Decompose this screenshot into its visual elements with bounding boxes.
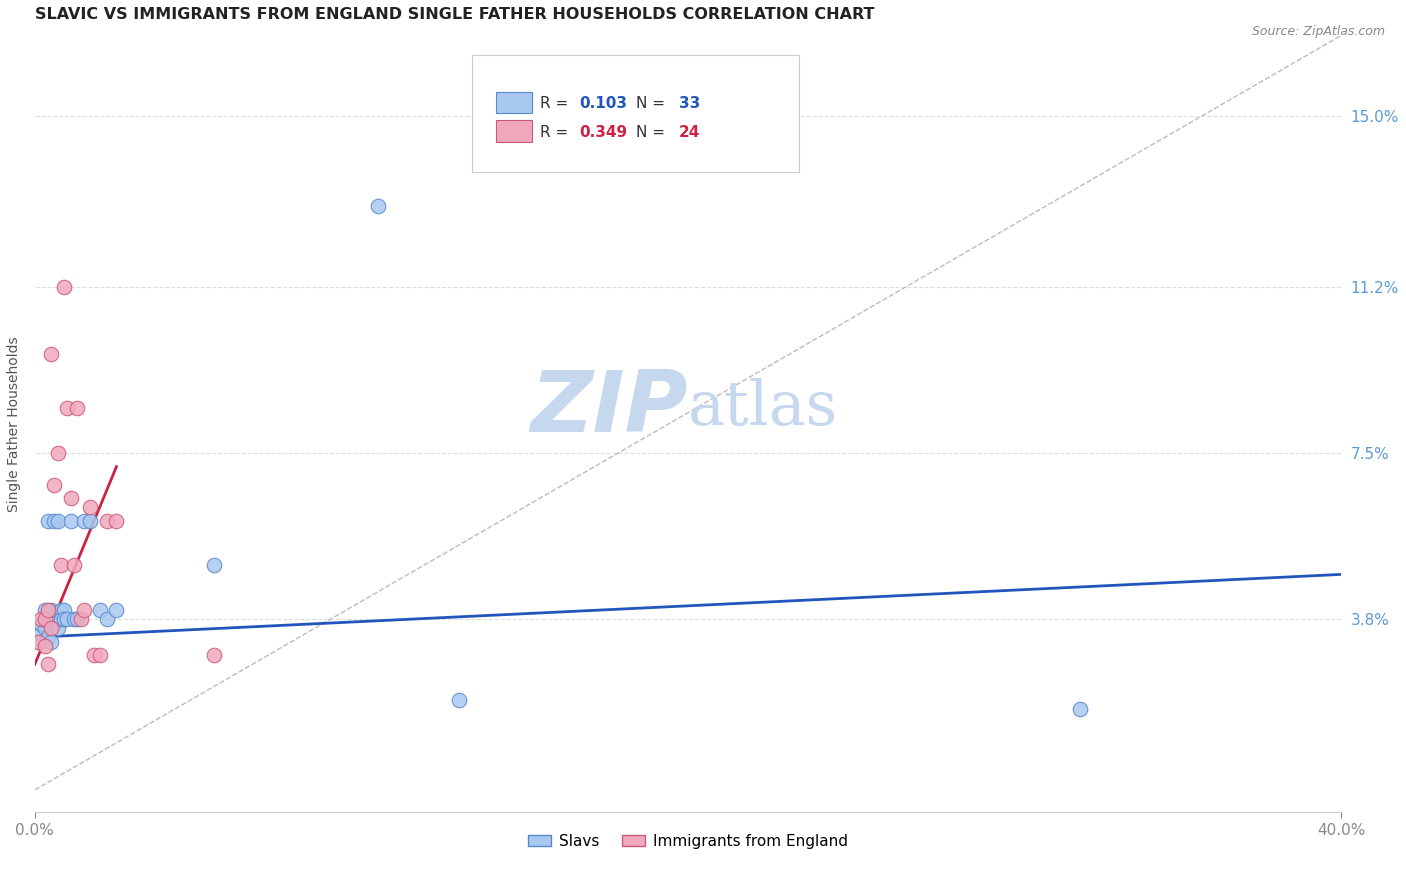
Point: [89, 603, 111, 617]
Text: 24: 24: [679, 125, 700, 140]
Point: [37, 603, 59, 617]
Text: R =: R =: [540, 95, 574, 111]
Point: [59, 491, 82, 505]
Point: [204, 648, 226, 663]
Point: [46, 514, 69, 528]
Point: [73, 603, 96, 617]
Text: atlas: atlas: [688, 378, 838, 439]
Point: [63, 612, 86, 626]
Point: [44, 477, 66, 491]
FancyBboxPatch shape: [496, 92, 533, 113]
Point: [27, 634, 49, 648]
Point: [49, 612, 72, 626]
Point: [37, 630, 59, 644]
Y-axis label: Single Father Households: Single Father Households: [7, 336, 21, 512]
Point: [39, 603, 62, 617]
Text: ZIP: ZIP: [530, 367, 688, 450]
Point: [53, 612, 76, 626]
Point: [49, 558, 72, 573]
Text: 0.349: 0.349: [579, 125, 627, 140]
Point: [1069, 702, 1091, 716]
Point: [39, 347, 62, 361]
Point: [46, 621, 69, 635]
Point: [39, 621, 62, 635]
Point: [56, 612, 79, 626]
Point: [34, 603, 56, 617]
Point: [37, 657, 59, 672]
Point: [49, 603, 72, 617]
Point: [30, 625, 52, 640]
Text: 0.103: 0.103: [579, 95, 627, 111]
Point: [449, 693, 471, 707]
Point: [39, 634, 62, 648]
Point: [34, 612, 56, 626]
Point: [73, 514, 96, 528]
Point: [46, 446, 69, 460]
Point: [39, 612, 62, 626]
Point: [44, 514, 66, 528]
Point: [79, 500, 101, 514]
Point: [34, 612, 56, 626]
Point: [79, 514, 101, 528]
FancyBboxPatch shape: [496, 120, 533, 142]
Text: SLAVIC VS IMMIGRANTS FROM ENGLAND SINGLE FATHER HOUSEHOLDS CORRELATION CHART: SLAVIC VS IMMIGRANTS FROM ENGLAND SINGLE…: [35, 7, 875, 22]
Point: [37, 612, 59, 626]
Text: R =: R =: [540, 125, 574, 140]
Point: [59, 514, 82, 528]
Point: [53, 603, 76, 617]
Point: [96, 612, 118, 626]
Point: [367, 199, 389, 213]
Point: [105, 514, 128, 528]
FancyBboxPatch shape: [472, 55, 799, 171]
Point: [66, 401, 89, 416]
Point: [34, 621, 56, 635]
Legend: Slavs, Immigrants from England: Slavs, Immigrants from England: [522, 828, 853, 855]
Point: [89, 648, 111, 663]
Point: [53, 280, 76, 294]
Point: [27, 634, 49, 648]
Point: [105, 603, 128, 617]
Point: [44, 616, 66, 631]
Text: N =: N =: [636, 95, 669, 111]
Text: Source: ZipAtlas.com: Source: ZipAtlas.com: [1251, 25, 1385, 38]
Point: [83, 648, 105, 663]
Point: [66, 612, 89, 626]
Point: [34, 639, 56, 653]
Point: [204, 558, 226, 573]
Point: [30, 612, 52, 626]
Point: [56, 401, 79, 416]
Point: [69, 612, 91, 626]
Point: [30, 616, 52, 631]
Point: [96, 514, 118, 528]
Text: 33: 33: [679, 95, 700, 111]
Point: [37, 514, 59, 528]
Point: [63, 558, 86, 573]
Text: N =: N =: [636, 125, 669, 140]
